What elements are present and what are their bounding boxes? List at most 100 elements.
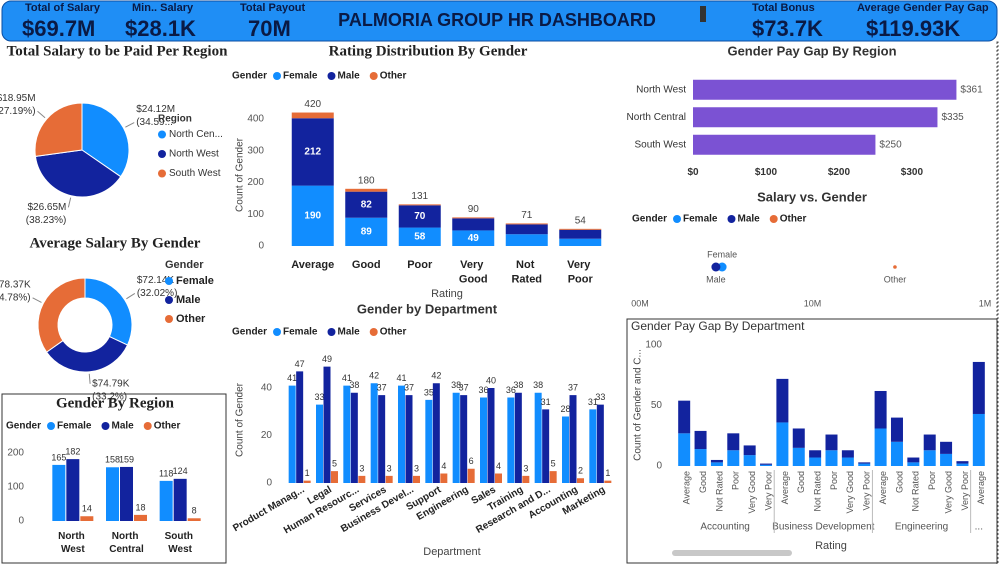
legend-marker xyxy=(273,328,282,336)
data-label: 49 xyxy=(322,354,332,364)
x-tick-label: Very Poor xyxy=(567,259,593,285)
bar xyxy=(809,457,822,466)
data-label: 4 xyxy=(441,461,446,471)
bar xyxy=(120,466,133,521)
bar xyxy=(187,518,201,521)
data-label: 37 xyxy=(568,383,578,393)
data-label: 31 xyxy=(541,397,551,407)
bar xyxy=(858,463,871,466)
bar xyxy=(343,385,351,483)
legend-marker xyxy=(165,296,173,304)
bar xyxy=(589,409,597,483)
x-tick-label: 10M xyxy=(804,298,822,308)
legend-marker xyxy=(369,72,378,80)
bar xyxy=(559,229,602,239)
kpi-label: Total Bonus xyxy=(752,2,815,14)
bar xyxy=(542,409,550,483)
bar xyxy=(331,471,338,483)
data-label: $26.65M xyxy=(27,202,66,213)
bar xyxy=(80,516,94,521)
group-label: ... xyxy=(975,522,983,533)
bar xyxy=(858,462,871,464)
data-label: 118 xyxy=(159,468,173,478)
chart-title: Gender by Department xyxy=(357,301,498,316)
bar xyxy=(972,413,985,466)
bar xyxy=(413,475,420,483)
header-icon xyxy=(700,6,706,22)
data-label: 5 xyxy=(332,459,337,469)
bar xyxy=(727,433,740,451)
data-label: 124 xyxy=(173,466,188,476)
data-label: $24.12M xyxy=(136,104,175,115)
x-tick-label: 1M xyxy=(979,298,992,308)
legend-label: Female xyxy=(283,327,318,338)
data-label: 35 xyxy=(424,387,434,397)
y-tick-label: 0 xyxy=(656,461,662,472)
kpi-value: $28.1K xyxy=(125,16,196,41)
data-label: 70 xyxy=(414,211,426,222)
legend-marker xyxy=(158,150,166,158)
data-label: (34.59... xyxy=(136,117,173,128)
bar xyxy=(345,191,388,218)
legend-label: Female xyxy=(57,421,92,432)
data-label: (34.78%) xyxy=(0,293,31,304)
kpi-value: 70M xyxy=(248,16,291,41)
bar xyxy=(432,383,440,483)
bar xyxy=(694,430,707,450)
y-tick-label: North Central xyxy=(627,112,686,123)
bar xyxy=(291,185,334,246)
x-tick-label: Average xyxy=(976,471,986,504)
bar xyxy=(710,462,723,466)
x-tick-label: Very Poor xyxy=(960,471,970,511)
legend-label: Male xyxy=(337,71,360,82)
panel-border xyxy=(626,318,998,564)
data-label: 2 xyxy=(578,466,583,476)
x-tick-label: $0 xyxy=(687,167,699,178)
data-label: 47 xyxy=(295,359,305,369)
data-label: 3 xyxy=(359,463,364,473)
data-label: 159 xyxy=(119,454,134,464)
data-label: $250 xyxy=(879,139,902,150)
point xyxy=(717,262,727,272)
bar xyxy=(760,463,773,465)
bar xyxy=(460,395,468,483)
legend-label: Male xyxy=(176,294,200,306)
bar xyxy=(825,434,838,451)
bar xyxy=(405,395,413,483)
data-label: $74.79K xyxy=(92,378,130,389)
chart-title: Gender By Region xyxy=(56,395,175,411)
bar xyxy=(452,218,495,231)
data-label: 182 xyxy=(65,446,80,456)
kpi-value: $69.7M xyxy=(22,16,95,41)
legend-label: Female xyxy=(683,214,718,225)
bar xyxy=(487,388,495,483)
bar xyxy=(596,404,604,483)
legend-label: North West xyxy=(169,149,219,160)
y-tick-label: North West xyxy=(636,84,686,95)
y-tick-label: 400 xyxy=(247,114,264,125)
x-tick-label: Poor xyxy=(407,259,433,271)
bar xyxy=(452,392,460,483)
x-tick-label: Very Good xyxy=(943,471,953,514)
bar xyxy=(890,417,903,442)
data-label: 42 xyxy=(431,371,441,381)
total-label: 180 xyxy=(358,175,375,186)
legend-label: Other xyxy=(176,313,206,325)
scrollbar[interactable] xyxy=(672,550,792,556)
bar xyxy=(841,457,854,466)
x-tick-label: Average xyxy=(780,471,790,504)
data-label: 89 xyxy=(361,226,373,237)
bar xyxy=(495,473,502,483)
x-tick-label: Very Good xyxy=(845,471,855,514)
y-tick-label: 0 xyxy=(18,516,24,527)
bar xyxy=(693,107,938,128)
y-tick-label: 300 xyxy=(247,145,264,156)
data-label: 212 xyxy=(304,147,321,158)
data-label: 18 xyxy=(135,502,145,512)
bar xyxy=(303,480,311,483)
bar xyxy=(549,471,557,483)
bar xyxy=(370,383,378,483)
bar xyxy=(534,392,542,483)
x-tick-label: Not Rated xyxy=(911,471,921,512)
legend-label: Other xyxy=(380,327,407,338)
